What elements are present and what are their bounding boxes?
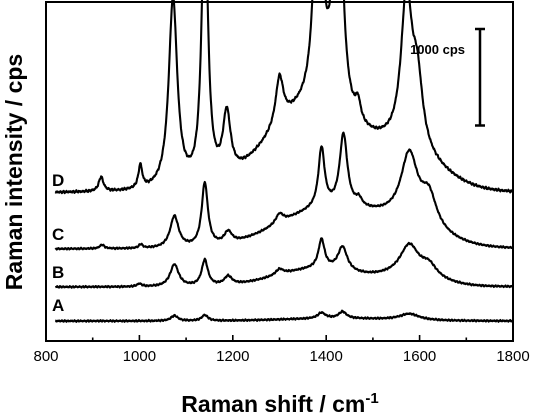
x-axis-title-text: Raman shift / cm bbox=[181, 391, 365, 417]
x-tick-label: 1000 bbox=[123, 348, 156, 365]
series-labels: ABC D bbox=[52, 171, 64, 315]
series-d-line bbox=[54, 0, 514, 195]
series-d-label: D bbox=[52, 171, 64, 190]
series-b-line bbox=[54, 237, 514, 289]
series-b-label: B bbox=[52, 263, 64, 282]
series-a-line bbox=[54, 309, 514, 323]
y-axis-title: Raman intensity / cps bbox=[1, 54, 27, 290]
x-axis-title-superscript: -1 bbox=[365, 390, 378, 407]
x-tick-label: 800 bbox=[33, 348, 58, 365]
series-c-line bbox=[54, 131, 514, 251]
scale-bar: 1000 cps bbox=[410, 27, 485, 127]
series-c-label: C bbox=[52, 225, 64, 244]
x-tick-label: 1400 bbox=[310, 348, 343, 365]
scale-bar-label: 1000 cps bbox=[410, 42, 465, 57]
series-layer bbox=[54, 0, 514, 323]
x-axis-title: Raman shift / cm-1 bbox=[181, 390, 378, 417]
x-tick-label: 1800 bbox=[496, 348, 529, 365]
series-a-label: A bbox=[52, 296, 64, 315]
x-axis-ticks: 800 1000 1200 1400 1600 1800 bbox=[33, 335, 530, 365]
x-tick-label: 1600 bbox=[403, 348, 436, 365]
x-tick-label: 1200 bbox=[216, 348, 249, 365]
